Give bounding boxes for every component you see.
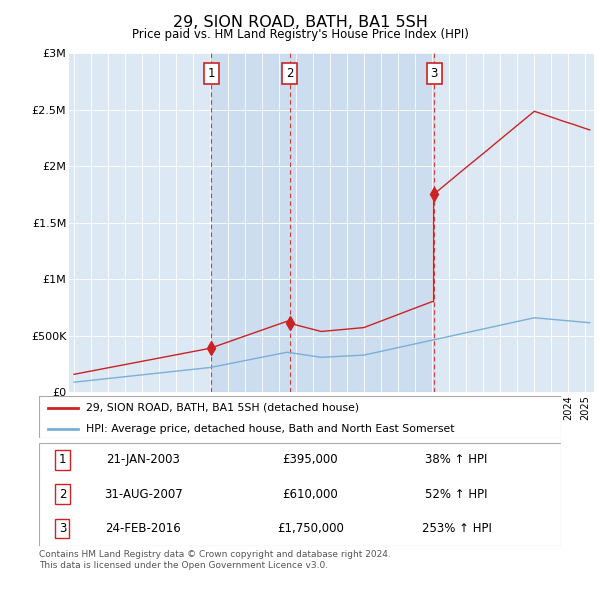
- Text: 38% ↑ HPI: 38% ↑ HPI: [425, 453, 488, 466]
- Text: 1: 1: [59, 453, 66, 466]
- Text: Contains HM Land Registry data © Crown copyright and database right 2024.: Contains HM Land Registry data © Crown c…: [39, 550, 391, 559]
- Text: Price paid vs. HM Land Registry's House Price Index (HPI): Price paid vs. HM Land Registry's House …: [131, 28, 469, 41]
- Text: £1,750,000: £1,750,000: [277, 522, 344, 535]
- Text: 52% ↑ HPI: 52% ↑ HPI: [425, 487, 488, 501]
- Text: 21-JAN-2003: 21-JAN-2003: [106, 453, 181, 466]
- Text: 24-FEB-2016: 24-FEB-2016: [106, 522, 181, 535]
- Text: 253% ↑ HPI: 253% ↑ HPI: [422, 522, 491, 535]
- Text: 31-AUG-2007: 31-AUG-2007: [104, 487, 183, 501]
- Text: 2: 2: [59, 487, 66, 501]
- Text: 2: 2: [286, 67, 293, 80]
- Text: 29, SION ROAD, BATH, BA1 5SH (detached house): 29, SION ROAD, BATH, BA1 5SH (detached h…: [86, 402, 359, 412]
- Text: This data is licensed under the Open Government Licence v3.0.: This data is licensed under the Open Gov…: [39, 560, 328, 569]
- Text: 3: 3: [59, 522, 66, 535]
- Text: HPI: Average price, detached house, Bath and North East Somerset: HPI: Average price, detached house, Bath…: [86, 424, 454, 434]
- Text: 1: 1: [208, 67, 215, 80]
- Text: £610,000: £610,000: [283, 487, 338, 501]
- Text: £395,000: £395,000: [283, 453, 338, 466]
- Text: 3: 3: [430, 67, 438, 80]
- Bar: [211, 53, 434, 392]
- Text: 29, SION ROAD, BATH, BA1 5SH: 29, SION ROAD, BATH, BA1 5SH: [173, 15, 427, 30]
